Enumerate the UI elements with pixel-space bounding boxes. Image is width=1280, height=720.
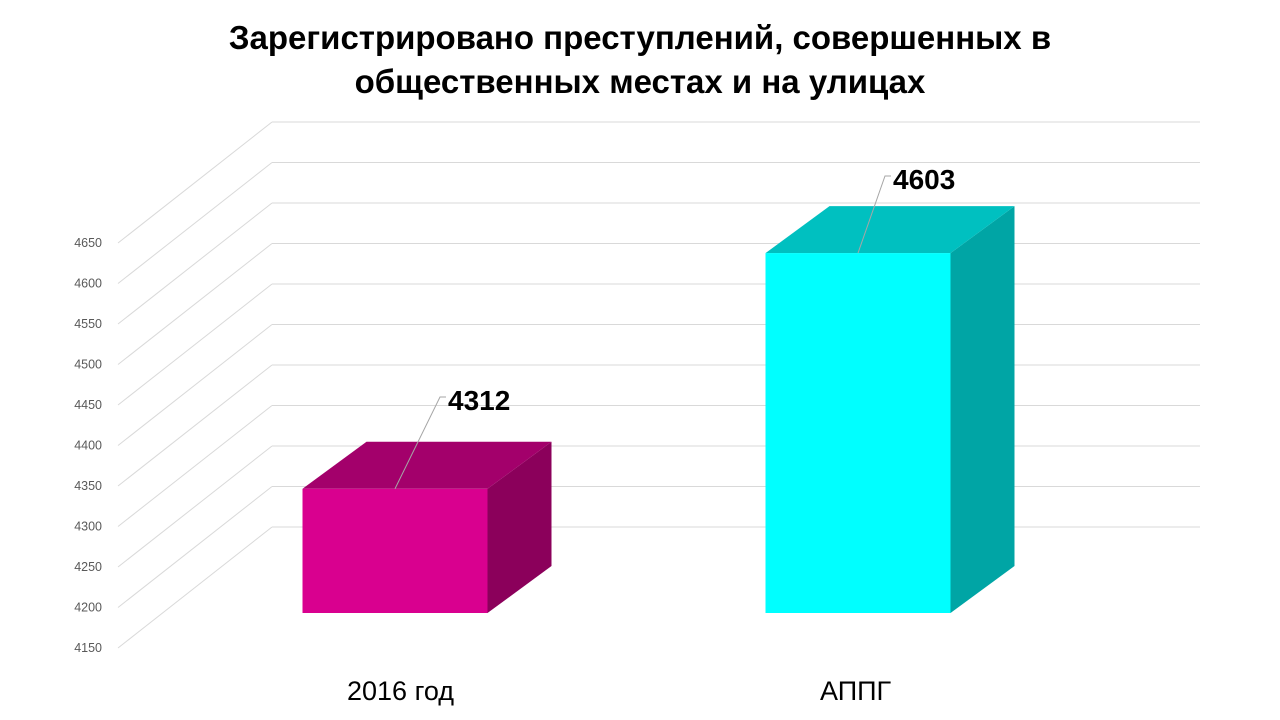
- y-tick-label: 4200: [74, 601, 102, 615]
- gridlines: [117, 121, 1200, 649]
- y-tick-label: 4150: [74, 641, 102, 655]
- data-labels: 4312 4603: [394, 164, 955, 490]
- category-label: 2016 год: [347, 676, 454, 706]
- y-axis: 4150 4200 4250 4300 4350 4400 4450 4500 4550 4600…: [74, 236, 102, 655]
- gridline-side: [117, 162, 273, 284]
- bar-front-face: [302, 488, 488, 613]
- gridline-side: [117, 324, 273, 446]
- y-tick-label: 4350: [74, 479, 102, 493]
- x-axis: 2016 год АППГ: [347, 676, 892, 706]
- gridline-side: [117, 243, 273, 365]
- y-tick-label: 4450: [74, 398, 102, 412]
- category-label: АППГ: [820, 676, 892, 706]
- y-tick-label: 4250: [74, 560, 102, 574]
- leader-line: [857, 175, 891, 254]
- data-label: 4603: [893, 164, 955, 195]
- gridline-side: [117, 405, 273, 527]
- bars: [302, 206, 1015, 613]
- bar-2: [765, 206, 1015, 613]
- bar-side-face: [950, 206, 1015, 613]
- y-tick-label: 4600: [74, 277, 102, 291]
- gridline-side: [117, 283, 273, 406]
- chart-title-line-1: Зарегистрировано преступлений, совершенн…: [228, 19, 1052, 56]
- bar-1: [302, 441, 552, 613]
- y-tick-label: 4550: [74, 317, 102, 331]
- gridline-side: [117, 526, 273, 649]
- gridline-side: [117, 445, 273, 568]
- gridline-side: [117, 202, 273, 325]
- bar-top-face: [765, 206, 1015, 254]
- data-label: 4312: [448, 385, 510, 416]
- y-tick-label: 4500: [74, 358, 102, 372]
- y-tick-label: 4400: [74, 439, 102, 453]
- gridline-side: [117, 486, 273, 608]
- y-tick-label: 4300: [74, 520, 102, 534]
- bar-front-face: [765, 253, 951, 613]
- gridline-side: [117, 121, 273, 244]
- leader-line: [394, 396, 446, 490]
- chart-title-line-2: общественных местах и на улицах: [354, 63, 926, 100]
- bar-side-face: [487, 441, 552, 613]
- gridline-side: [117, 364, 273, 487]
- y-tick-label: 4650: [74, 236, 102, 250]
- bar-top-face: [302, 441, 552, 489]
